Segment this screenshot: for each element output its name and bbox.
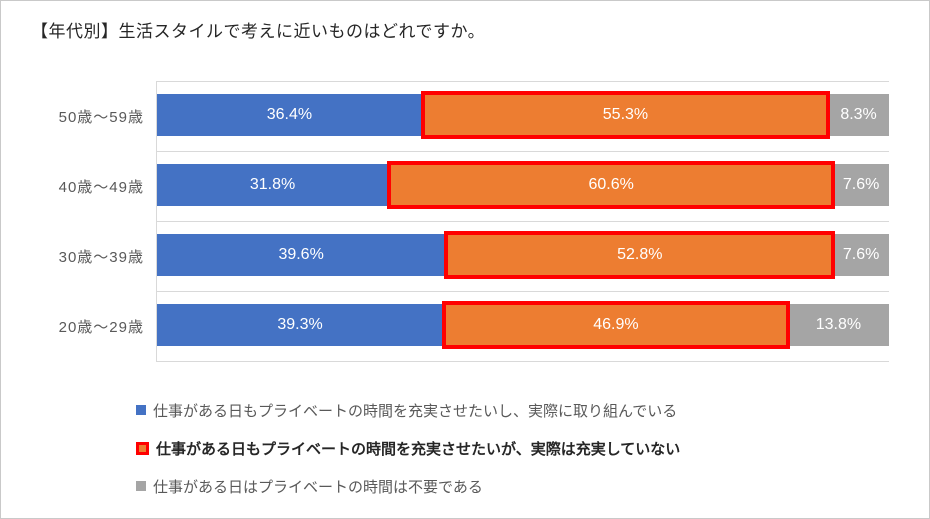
gridline xyxy=(156,291,889,292)
category-label: 40歳～49歳 xyxy=(58,178,144,196)
bar-row: 36.4% 55.3% 8.3% xyxy=(156,91,889,139)
bar-segment: 60.6% xyxy=(387,161,836,209)
bar-value-label: 55.3% xyxy=(602,106,649,123)
legend-item-no-need: 仕事がある日はプライベートの時間は不要である xyxy=(136,467,680,505)
bar-segment: 39.3% xyxy=(156,304,445,346)
chart-title: 【年代別】生活スタイルで考えに近いものはどれですか。 xyxy=(31,22,486,41)
bar-value-label: 13.8% xyxy=(815,316,862,333)
bar-value-label: 39.6% xyxy=(278,246,324,263)
plot-area: 36.4% 55.3% 8.3% 31.8% 60.6% 7.6% 39.6% 52.8% 7.… xyxy=(156,81,889,362)
bar-value-label: 36.4% xyxy=(266,106,313,123)
legend: 仕事がある日もプライベートの時間を充実させたいし、実際に取り組んでいる 仕事があ… xyxy=(136,391,680,505)
bar-segment: 31.8% xyxy=(156,164,390,206)
bar-value-label: 8.3% xyxy=(840,106,877,123)
category-label: 50歳～59歳 xyxy=(58,108,144,126)
category-label: 20歳～29歳 xyxy=(58,318,144,336)
legend-label: 仕事がある日はプライベートの時間は不要である xyxy=(153,478,483,496)
bar-row: 31.8% 60.6% 7.6% xyxy=(156,161,889,209)
bar-segment: 13.8% xyxy=(787,304,889,346)
bar-segment: 8.3% xyxy=(828,94,889,136)
bar-row: 39.6% 52.8% 7.6% xyxy=(156,231,889,279)
gridline xyxy=(156,221,889,222)
legend-label: 仕事がある日もプライベートの時間を充実させたいし、実際に取り組んでいる xyxy=(153,402,678,420)
bar-segment: 39.6% xyxy=(156,234,447,276)
legend-item-wants-and-achieves: 仕事がある日もプライベートの時間を充実させたいし、実際に取り組んでいる xyxy=(136,391,680,429)
category-axis-labels: 50歳～59歳 40歳～49歳 30歳～39歳 20歳～29歳 xyxy=(1,81,144,361)
bar-value-label: 31.8% xyxy=(249,176,296,193)
bar-value-label: 7.6% xyxy=(842,176,880,193)
gridline xyxy=(156,81,889,82)
gridline xyxy=(156,151,889,152)
legend-marker-blue-square-icon xyxy=(136,405,146,415)
bar-value-label: 60.6% xyxy=(588,176,634,193)
bar-segment: 52.8% xyxy=(444,231,836,279)
bar-value-label: 39.3% xyxy=(277,316,323,333)
gridline xyxy=(156,361,889,362)
bar-segment: 46.9% xyxy=(442,301,790,349)
legend-item-wants-but-unfulfilled: 仕事がある日もプライベートの時間を充実させたいが、実際は充実していない xyxy=(136,429,680,467)
bar-row: 39.3% 46.9% 13.8% xyxy=(156,301,889,349)
bar-segment: 7.6% xyxy=(833,234,889,276)
legend-label: 仕事がある日もプライベートの時間を充実させたいが、実際は充実していない xyxy=(156,440,681,458)
bar-segment: 55.3% xyxy=(420,91,831,139)
bar-segment: 36.4% xyxy=(156,94,423,136)
legend-marker-gray-square-icon xyxy=(136,481,146,491)
bar-value-label: 7.6% xyxy=(842,246,880,263)
legend-marker-orange-red-square-icon xyxy=(136,441,149,455)
bar-value-label: 46.9% xyxy=(593,316,639,333)
category-label: 30歳～39歳 xyxy=(58,248,144,266)
bar-value-label: 52.8% xyxy=(617,246,663,263)
bar-segment: 7.6% xyxy=(833,164,889,206)
y-axis-line xyxy=(156,81,157,361)
